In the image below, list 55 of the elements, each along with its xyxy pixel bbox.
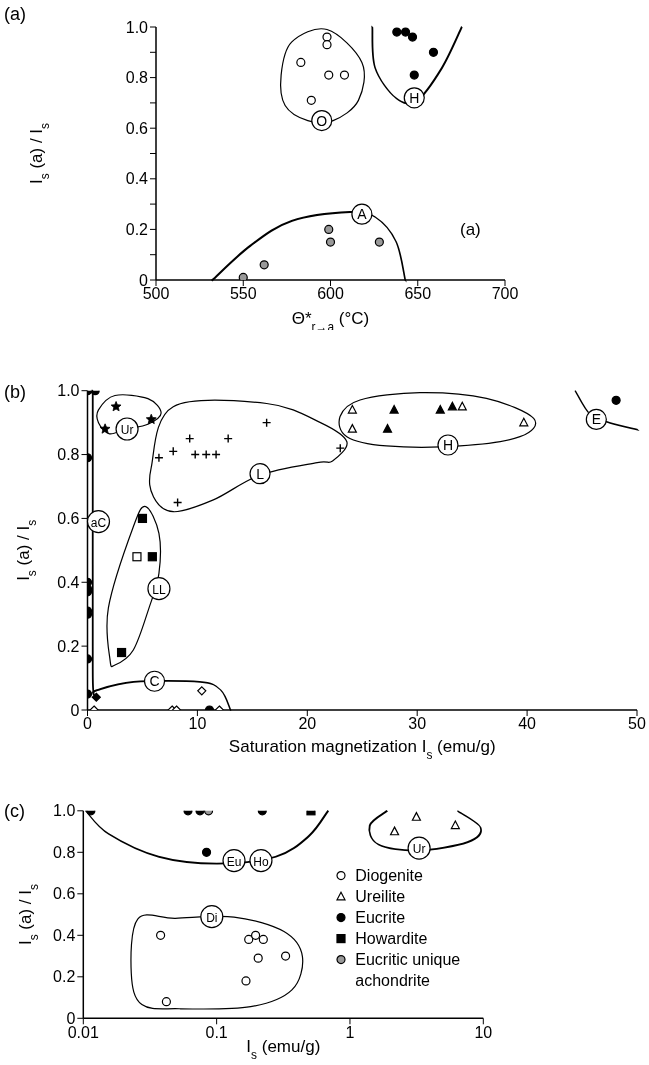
y-tick-label: 0.6 <box>57 510 80 528</box>
annotation: E <box>591 411 602 428</box>
annotation: (a) <box>460 220 481 239</box>
y-tick-label: 1.0 <box>125 18 149 36</box>
x-axis-title: Saturation magnetization I$_{s}$ (emu/g) <box>228 737 496 762</box>
y-tick-label: 0.6 <box>125 119 149 137</box>
y-tick-label: 0.2 <box>57 637 80 655</box>
x-tick-label: 10 <box>188 715 207 733</box>
x-tick-label: 1 <box>345 1023 355 1041</box>
annotation: O <box>316 112 328 129</box>
y-tick-label: 0.2 <box>53 968 76 986</box>
annotation: aC <box>90 515 107 530</box>
y-tick-label: 0 <box>70 701 80 719</box>
annotation: Ur <box>412 842 426 857</box>
annotation: LL <box>152 582 166 597</box>
x-tick-label: 550 <box>229 285 257 303</box>
annotation: Ho <box>253 854 269 869</box>
x-tick-label: 10 <box>474 1023 493 1041</box>
legend-label: Diogenite <box>355 865 423 886</box>
x-tick-label: 700 <box>491 285 519 303</box>
legend-label: Eucrite <box>355 907 406 928</box>
x-tick-label: 50 <box>628 715 646 733</box>
chart-title: (a) <box>4 4 26 24</box>
x-tick-label: 500 <box>142 285 170 303</box>
y-tick-label: 0.8 <box>125 69 149 87</box>
legend-label: Eucritic unique achondrite <box>355 949 462 991</box>
annotation: L <box>256 465 265 482</box>
annotation: C <box>149 673 160 690</box>
x-tick-label: 650 <box>404 285 432 303</box>
x-tick-label: 0 <box>83 715 93 733</box>
y-tick-label: 0.4 <box>125 170 149 188</box>
y-tick-label: 0.8 <box>53 843 76 861</box>
legend-label: Howardite <box>355 928 428 949</box>
x-tick-label: 30 <box>408 715 427 733</box>
y-tick-label: 1.0 <box>53 802 76 820</box>
y-tick-label: 0.6 <box>53 885 76 903</box>
x-tick-label: 40 <box>518 715 537 733</box>
annotation: A <box>357 206 368 223</box>
x-tick-label: 0.1 <box>205 1023 228 1041</box>
annotation: H <box>442 436 454 453</box>
x-tick-label: 600 <box>317 285 344 303</box>
x-tick-label: 20 <box>298 715 317 733</box>
chart-title: (c) <box>4 801 25 821</box>
y-tick-label: 0.8 <box>57 446 80 464</box>
y-tick-label: 0.2 <box>125 221 149 239</box>
legend-label: Ureilite <box>355 886 406 907</box>
annotation: Eu <box>226 854 242 869</box>
annotation: H <box>409 89 420 106</box>
y-tick-label: 0.4 <box>53 926 76 944</box>
y-tick-label: 0.4 <box>57 573 80 591</box>
annotation: Di <box>206 910 218 925</box>
annotation: Ur <box>120 423 134 438</box>
chart-title: (b) <box>4 382 26 402</box>
x-axis-title: I$_{s}$ (emu/g) <box>246 1037 321 1062</box>
y-tick-label: 1.0 <box>57 382 80 400</box>
